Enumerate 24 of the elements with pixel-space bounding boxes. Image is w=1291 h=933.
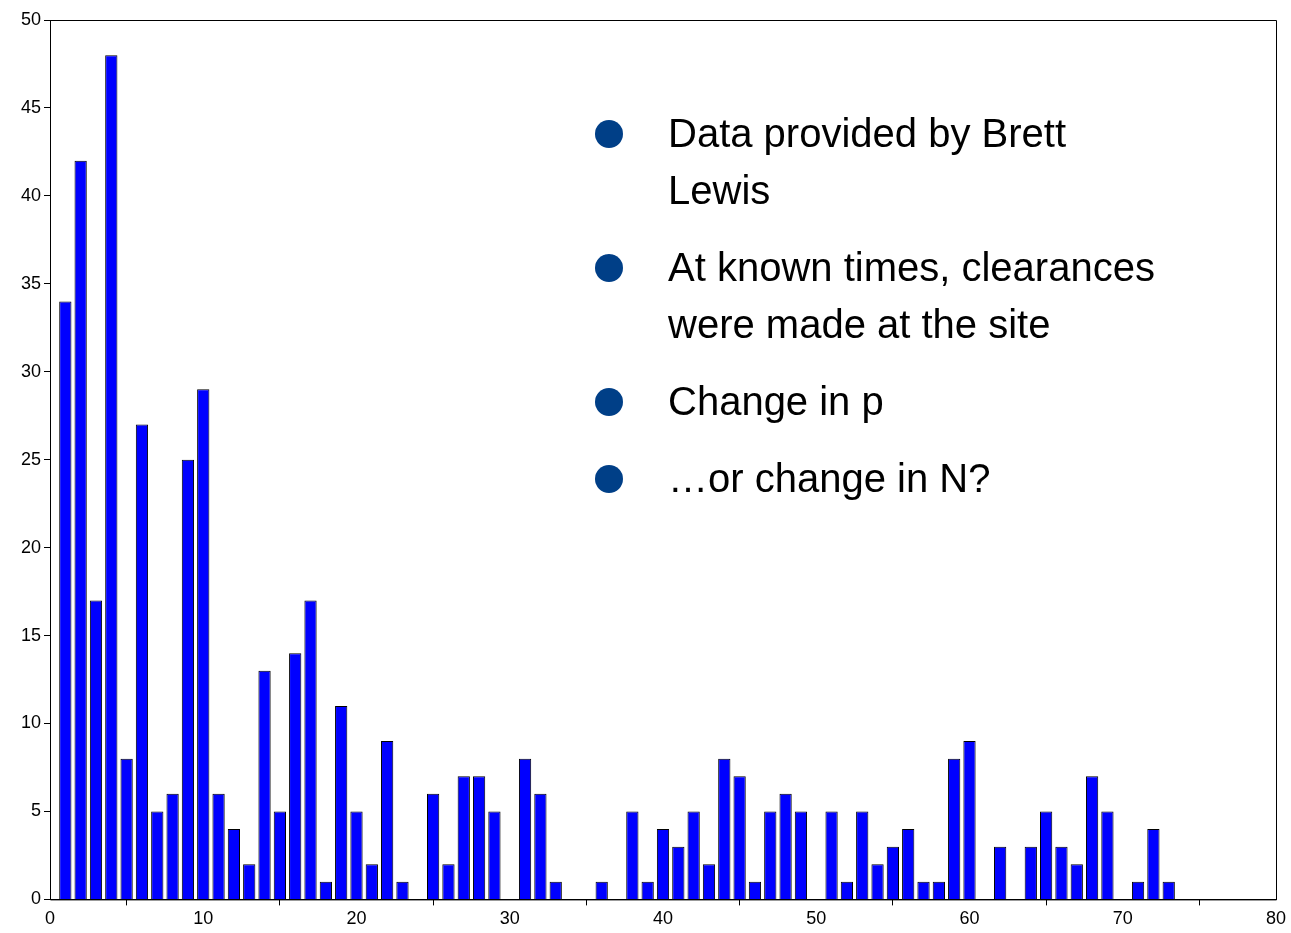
y-tick-label: 40 [20,184,41,205]
x-tick-label: 20 [346,908,367,929]
y-tick-label: 10 [20,712,41,733]
x-tick-label: 70 [1112,908,1133,929]
x-tick-label: 80 [1265,908,1287,929]
y-tick-label: 35 [20,272,41,293]
annotation: Change in p [668,379,884,423]
y-tick-label: 0 [30,888,41,909]
annotation: Data provided by Brett Lewis [668,111,1066,212]
y-tick-label: 45 [20,96,41,117]
y-tick-label: 50 [20,8,41,29]
y-tick-label: 30 [20,360,41,381]
x-tick-label: 40 [652,908,674,929]
x-tick-label: 50 [806,908,827,929]
y-tick-label: 25 [20,448,41,469]
annotation: At known times, clearances were made at the site [668,245,1155,346]
y-tick-label: 15 [20,624,41,645]
annotation: …or change in N? [668,456,991,500]
x-tick-label: 0 [44,908,56,929]
y-tick-label: 20 [20,536,41,557]
y-tick-label: 5 [30,800,41,821]
x-tick-label: 60 [959,908,980,929]
x-tick-label: 10 [193,908,214,929]
x-tick-label: 30 [499,908,520,929]
